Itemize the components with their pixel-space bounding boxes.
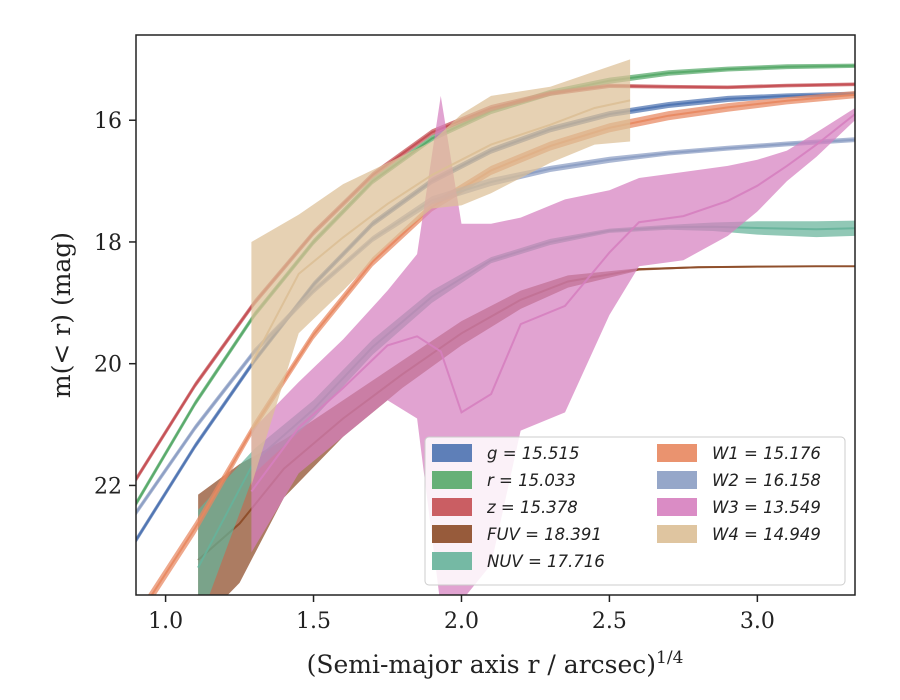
x-axis-label-power: 1/4 — [656, 648, 683, 668]
legend-label-nuv: NUV = 17.716 — [487, 552, 605, 571]
x-tick-label: 2.5 — [592, 609, 627, 634]
y-tick-label: 20 — [94, 353, 122, 378]
legend-swatch-w3 — [657, 498, 697, 516]
legend-swatch-w1 — [657, 444, 697, 462]
legend-label-fuv: FUV = 18.391 — [487, 525, 602, 544]
y-tick-label: 16 — [94, 109, 122, 134]
y-axis: 16 18 20 22 — [94, 109, 136, 499]
legend-label-w1: W1 = 15.176 — [712, 444, 821, 463]
x-tick-label: 1.5 — [296, 609, 331, 634]
legend-swatch-w4 — [657, 525, 697, 543]
legend-label-w2: W2 = 16.158 — [712, 471, 821, 490]
series-layer — [136, 59, 855, 595]
x-tick-label: 2.0 — [444, 609, 479, 634]
plot-frame — [135, 34, 856, 596]
legend-swatch-z — [432, 498, 472, 516]
line-w3 — [250, 113, 855, 493]
legend-label-g: g = 15.515 — [487, 444, 580, 463]
legend-box — [424, 436, 846, 586]
legend-swatch-w2 — [657, 471, 697, 489]
x-axis-label: (Semi-major axis r / arcsec)1/4 — [307, 648, 684, 679]
x-axis: 1.0 1.5 2.0 2.5 3.0 — [148, 595, 775, 634]
y-tick-label: 18 — [94, 231, 122, 256]
legend-label-r: r = 15.033 — [487, 471, 576, 490]
legend-label-w3: W3 = 13.549 — [712, 498, 821, 517]
legend-label-z: z = 15.378 — [486, 498, 578, 517]
legend-swatch-nuv — [432, 552, 472, 570]
legend-swatch-fuv — [432, 525, 472, 543]
line-w4 — [250, 99, 631, 365]
x-tick-label: 3.0 — [740, 609, 775, 634]
x-tick-label: 1.0 — [148, 609, 183, 634]
legend-label-w4: W4 = 14.949 — [712, 525, 821, 544]
band-w3 — [251, 95, 855, 595]
legend: g = 15.515 r = 15.033 z = 15.378 FUV = 18.3… — [424, 436, 846, 586]
band-w4 — [251, 59, 631, 486]
legend-swatch-g — [432, 444, 472, 462]
y-tick-label: 22 — [94, 474, 122, 499]
y-axis-label: m(< r) (mag) — [47, 232, 76, 398]
legend-swatch-r — [432, 471, 472, 489]
